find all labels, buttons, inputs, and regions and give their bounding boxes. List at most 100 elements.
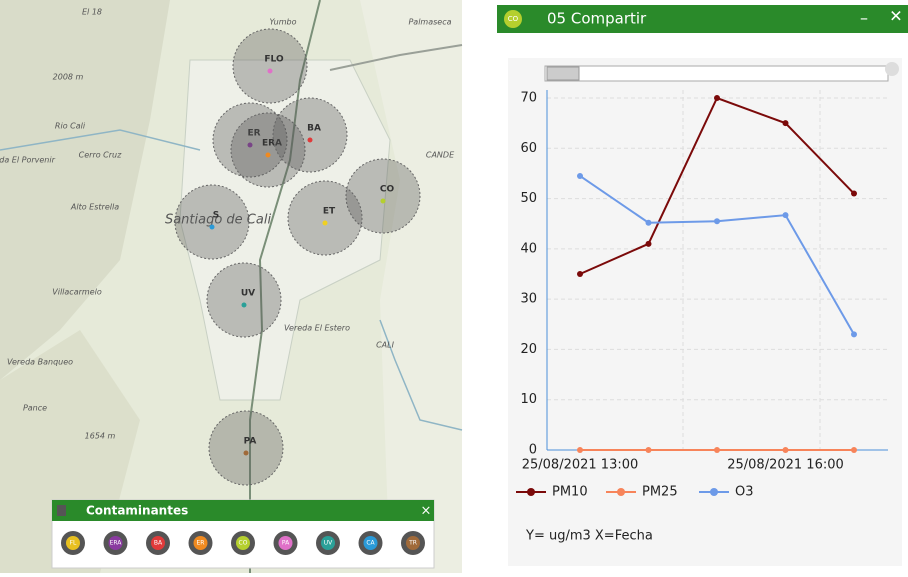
pollutant-button-label: ER <box>197 540 205 547</box>
data-point[interactable] <box>782 212 789 219</box>
panel-icon <box>57 505 66 516</box>
river <box>0 129 201 151</box>
station-buffer[interactable] <box>345 158 421 234</box>
data-point[interactable] <box>714 95 720 101</box>
chart-note: Y= ug/m3 X=Fecha <box>525 529 653 544</box>
station-dot[interactable] <box>247 142 253 148</box>
terrain <box>360 0 462 573</box>
station-label: UV <box>241 289 255 299</box>
data-point[interactable] <box>714 218 720 225</box>
chart-area <box>508 58 902 566</box>
data-point[interactable] <box>577 172 583 179</box>
pollutant-button-inner[interactable] <box>363 536 378 550</box>
legend-marker <box>617 488 625 496</box>
station-dot[interactable] <box>243 450 249 456</box>
close-button[interactable]: ✕ <box>889 7 902 26</box>
place-label: Rio Cali <box>55 122 86 131</box>
panel-close[interactable]: × <box>421 504 432 519</box>
place-label: Pance <box>23 404 47 413</box>
station-label: S <box>213 211 219 221</box>
panel-header <box>52 500 434 521</box>
urban-area <box>179 59 391 401</box>
minimize-button[interactable]: – <box>860 9 868 28</box>
data-point[interactable] <box>577 271 583 277</box>
y-tick-label: 10 <box>520 392 537 407</box>
station-dot[interactable] <box>267 68 273 74</box>
place-label: Alto Estrella <box>70 203 119 212</box>
pollutant-button-inner[interactable] <box>278 536 293 550</box>
legend-label[interactable]: O3 <box>735 485 754 500</box>
station-label: CO <box>380 185 395 195</box>
pollutant-button-inner[interactable] <box>66 536 80 550</box>
y-tick-label: 20 <box>520 342 537 357</box>
place-label: Palmaseca <box>408 18 451 27</box>
x-tick-label: 25/08/2021 13:00 <box>522 458 639 473</box>
window-title: 05 Compartir <box>547 10 647 28</box>
station-label: ERA <box>262 139 282 149</box>
station-dot[interactable] <box>380 198 386 204</box>
pollutant-button-inner[interactable] <box>108 536 123 550</box>
place-label: Cerro Cruz <box>79 151 122 160</box>
station-buffer[interactable] <box>287 180 363 256</box>
data-point[interactable] <box>851 447 857 453</box>
pollutant-button-label: PA <box>282 540 290 547</box>
y-tick-label: 60 <box>520 141 537 156</box>
y-tick-label: 70 <box>520 91 537 106</box>
window-icon <box>504 10 522 28</box>
station-buffer[interactable] <box>230 112 306 188</box>
data-point[interactable] <box>645 240 652 247</box>
y-tick-label: 0 <box>529 443 537 458</box>
place-label: 1654 m <box>85 432 116 441</box>
window-titlebar <box>497 5 908 33</box>
panel-title: Contaminantes <box>86 504 188 518</box>
data-point[interactable] <box>851 190 857 197</box>
data-point[interactable] <box>645 447 652 453</box>
station-dot[interactable] <box>209 224 215 230</box>
data-point[interactable] <box>577 447 583 453</box>
legend-label[interactable]: PM25 <box>642 485 678 500</box>
pollutant-button-label: ERA <box>110 540 123 547</box>
data-point[interactable] <box>851 331 857 338</box>
station-buffer[interactable] <box>232 28 308 104</box>
pollutant-button-inner[interactable] <box>151 536 165 550</box>
pollutant-button-inner[interactable] <box>193 536 208 550</box>
station-buffer[interactable] <box>174 184 250 260</box>
station-dot[interactable] <box>322 220 328 226</box>
data-point[interactable] <box>782 120 789 127</box>
chart: 0 10 20 30 40 50 60 70 25/08/2021 13:00 25/08/202… <box>516 90 888 500</box>
scroll-thumb[interactable] <box>546 66 580 81</box>
place-label: Vereda El Estero <box>284 324 350 333</box>
data-point[interactable] <box>714 447 720 453</box>
station-label: FLO <box>264 55 284 65</box>
data-point[interactable] <box>645 219 652 226</box>
scrollbar[interactable] <box>544 65 889 82</box>
station-dot[interactable] <box>241 302 247 308</box>
window-icon-text: CO <box>508 15 519 23</box>
place-label: CANDE <box>426 151 455 160</box>
station-label: BA <box>307 124 321 134</box>
place-label: El 18 <box>82 8 102 17</box>
x-tick-label: 25/08/2021 16:00 <box>727 458 844 473</box>
station-buffer[interactable] <box>208 410 284 486</box>
road <box>249 0 321 573</box>
station-buffer[interactable] <box>212 102 288 178</box>
station-label: ET <box>323 207 336 217</box>
settings-icon[interactable] <box>885 62 899 76</box>
pollutant-button-inner[interactable] <box>236 536 250 550</box>
place-label: Santiago de Cali <box>165 213 272 228</box>
station-label: PA <box>244 437 257 447</box>
station-buffer[interactable] <box>272 97 348 173</box>
y-tick-label: 30 <box>520 292 537 307</box>
station-dot[interactable] <box>307 137 313 143</box>
y-tick-label: 40 <box>520 241 537 256</box>
place-label: Vereda El Porvenir <box>0 156 56 165</box>
map-layer: El 18 Yumbo Palmaseca 2008 m Rio Cali Vereda … <box>0 8 455 486</box>
pollutant-button-inner[interactable] <box>406 536 420 550</box>
station-dot[interactable] <box>265 152 271 158</box>
station-buffer[interactable] <box>206 262 282 338</box>
legend-label[interactable]: PM10 <box>552 485 588 500</box>
pollutant-button-inner[interactable] <box>321 536 335 550</box>
data-point[interactable] <box>782 447 789 453</box>
pollutant-button-label: CA <box>366 540 375 547</box>
